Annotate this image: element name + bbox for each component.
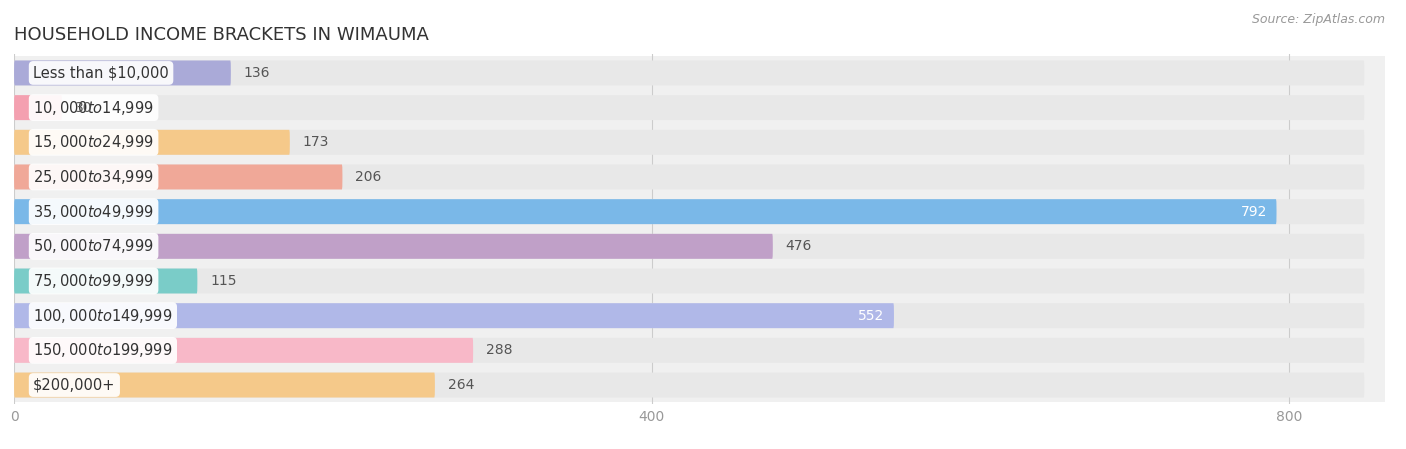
Text: 288: 288: [486, 343, 512, 357]
FancyBboxPatch shape: [14, 373, 434, 397]
FancyBboxPatch shape: [14, 229, 1385, 264]
FancyBboxPatch shape: [14, 90, 1385, 125]
FancyBboxPatch shape: [14, 164, 1364, 189]
FancyBboxPatch shape: [14, 130, 290, 155]
Text: 206: 206: [356, 170, 381, 184]
Text: 792: 792: [1240, 205, 1267, 219]
FancyBboxPatch shape: [14, 199, 1364, 224]
FancyBboxPatch shape: [14, 234, 773, 259]
Text: 552: 552: [858, 308, 884, 323]
Text: 30: 30: [75, 101, 93, 114]
Text: $35,000 to $49,999: $35,000 to $49,999: [34, 202, 155, 220]
FancyBboxPatch shape: [14, 303, 894, 328]
FancyBboxPatch shape: [14, 333, 1385, 368]
Text: $200,000+: $200,000+: [34, 378, 115, 392]
FancyBboxPatch shape: [14, 368, 1385, 402]
FancyBboxPatch shape: [14, 125, 1385, 160]
FancyBboxPatch shape: [14, 338, 1364, 363]
Text: 476: 476: [786, 239, 811, 253]
FancyBboxPatch shape: [14, 95, 62, 120]
FancyBboxPatch shape: [14, 338, 474, 363]
FancyBboxPatch shape: [14, 61, 1364, 85]
Text: 136: 136: [243, 66, 270, 80]
FancyBboxPatch shape: [14, 61, 231, 85]
FancyBboxPatch shape: [14, 164, 343, 189]
FancyBboxPatch shape: [14, 298, 1385, 333]
Text: $100,000 to $149,999: $100,000 to $149,999: [34, 307, 173, 325]
FancyBboxPatch shape: [14, 303, 1364, 328]
Text: $15,000 to $24,999: $15,000 to $24,999: [34, 133, 155, 151]
Text: HOUSEHOLD INCOME BRACKETS IN WIMAUMA: HOUSEHOLD INCOME BRACKETS IN WIMAUMA: [14, 26, 429, 44]
FancyBboxPatch shape: [14, 234, 1364, 259]
Text: 115: 115: [209, 274, 236, 288]
Text: $10,000 to $14,999: $10,000 to $14,999: [34, 99, 155, 117]
Text: $25,000 to $34,999: $25,000 to $34,999: [34, 168, 155, 186]
FancyBboxPatch shape: [14, 56, 1385, 90]
FancyBboxPatch shape: [14, 269, 1364, 294]
FancyBboxPatch shape: [14, 199, 1277, 224]
FancyBboxPatch shape: [14, 269, 197, 294]
Text: $50,000 to $74,999: $50,000 to $74,999: [34, 238, 155, 255]
Text: $75,000 to $99,999: $75,000 to $99,999: [34, 272, 155, 290]
FancyBboxPatch shape: [14, 373, 1364, 397]
FancyBboxPatch shape: [14, 264, 1385, 298]
Text: 264: 264: [447, 378, 474, 392]
FancyBboxPatch shape: [14, 95, 1364, 120]
Text: $150,000 to $199,999: $150,000 to $199,999: [34, 341, 173, 359]
Text: Source: ZipAtlas.com: Source: ZipAtlas.com: [1251, 13, 1385, 26]
Text: Less than $10,000: Less than $10,000: [34, 66, 169, 80]
Text: 173: 173: [302, 135, 329, 150]
FancyBboxPatch shape: [14, 194, 1385, 229]
FancyBboxPatch shape: [14, 130, 1364, 155]
FancyBboxPatch shape: [14, 160, 1385, 194]
